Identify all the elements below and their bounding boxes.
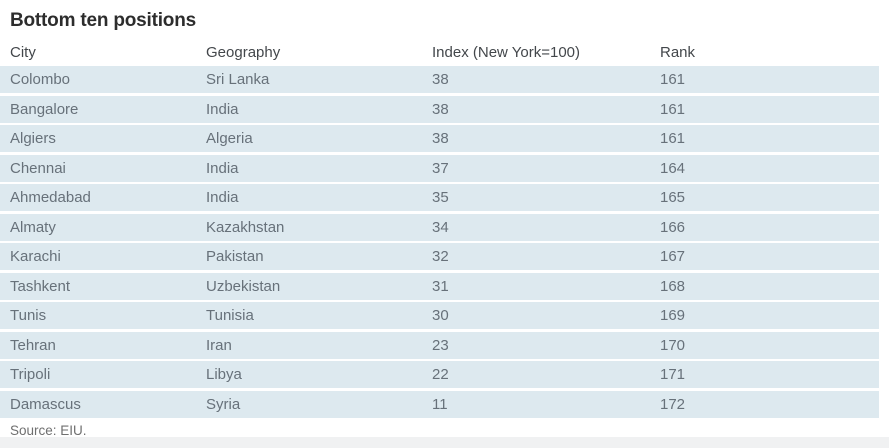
cell-city: Karachi [10, 248, 61, 265]
cell-city: Tripoli [10, 366, 51, 383]
cell-city: Almaty [10, 218, 56, 236]
cell-index: 22 [432, 366, 449, 383]
cell-city: Tashkent [10, 277, 71, 295]
cell-city: Colombo [10, 71, 71, 88]
cell-index: 38 [432, 100, 449, 118]
table-row: Karachi Pakistan 32 167 [0, 243, 879, 270]
column-header-rank: Rank [660, 43, 696, 61]
cell-rank: 171 [660, 366, 686, 383]
cell-rank: 166 [660, 218, 686, 236]
cell-rank: 161 [660, 71, 686, 88]
cell-rank: 165 [660, 189, 686, 206]
cell-index: 31 [432, 277, 449, 295]
cell-geography: India [206, 189, 239, 206]
cell-geography: Sri Lanka [206, 71, 270, 88]
cell-index: 38 [432, 130, 449, 147]
cell-geography: Algeria [206, 130, 253, 147]
table-row: Algiers Algeria 38 161 [0, 125, 879, 152]
cell-geography: India [206, 159, 239, 177]
table-row: Colombo Sri Lanka 38 161 [0, 66, 879, 93]
cell-rank: 161 [660, 130, 686, 147]
cell-rank: 172 [660, 395, 686, 413]
table-row: Tripoli Libya 22 171 [0, 361, 879, 388]
table-row: Ahmedabad India 35 165 [0, 184, 879, 211]
footer-strip [0, 437, 889, 448]
cell-rank: 170 [660, 336, 686, 354]
table-body: Colombo Sri Lanka 38 161 Bangalore India… [0, 66, 879, 420]
cell-rank: 164 [660, 159, 686, 177]
cell-index: 23 [432, 336, 449, 354]
cell-index: 30 [432, 307, 449, 324]
table-row: Tunis Tunisia 30 169 [0, 302, 879, 329]
cell-index: 34 [432, 218, 449, 236]
cell-index: 37 [432, 159, 449, 177]
cell-city: Bangalore [10, 100, 79, 118]
cell-rank: 168 [660, 277, 686, 295]
cell-geography: Tunisia [206, 307, 254, 324]
figure-title: Bottom ten positions [10, 10, 196, 31]
table-row: Chennai India 37 164 [0, 154, 879, 182]
cell-geography: Pakistan [206, 248, 264, 265]
table-row: Tehran Iran 23 170 [0, 331, 879, 359]
source-note: Source: EIU. [10, 423, 87, 438]
cell-rank: 169 [660, 307, 686, 324]
cell-index: 38 [432, 71, 449, 88]
cell-geography: Uzbekistan [206, 277, 281, 295]
cell-geography: Syria [206, 395, 241, 413]
cell-geography: Iran [206, 336, 232, 354]
column-header-index: Index (New York=100) [432, 43, 581, 61]
table-row: Tashkent Uzbekistan 31 168 [0, 272, 879, 300]
cell-city: Damascus [10, 395, 81, 413]
cell-geography: Kazakhstan [206, 218, 285, 236]
table-row: Bangalore India 38 161 [0, 95, 879, 123]
cell-rank: 161 [660, 100, 686, 118]
cell-index: 35 [432, 189, 449, 206]
cell-index: 32 [432, 248, 449, 265]
cell-rank: 167 [660, 248, 686, 265]
column-header-city: City [10, 43, 36, 61]
cell-city: Ahmedabad [10, 189, 91, 206]
table-row: Almaty Kazakhstan 34 166 [0, 213, 879, 241]
column-header-geography: Geography [206, 43, 281, 61]
cell-city: Chennai [10, 159, 66, 177]
table-header-row: City Geography Index (New York=100) Rank [0, 40, 879, 64]
table-row: Damascus Syria 11 172 [0, 390, 879, 418]
cell-city: Algiers [10, 130, 56, 147]
cell-city: Tunis [10, 307, 47, 324]
cell-geography: Libya [206, 366, 242, 383]
cell-city: Tehran [10, 336, 56, 354]
cell-index: 11 [432, 395, 448, 413]
cell-geography: India [206, 100, 239, 118]
